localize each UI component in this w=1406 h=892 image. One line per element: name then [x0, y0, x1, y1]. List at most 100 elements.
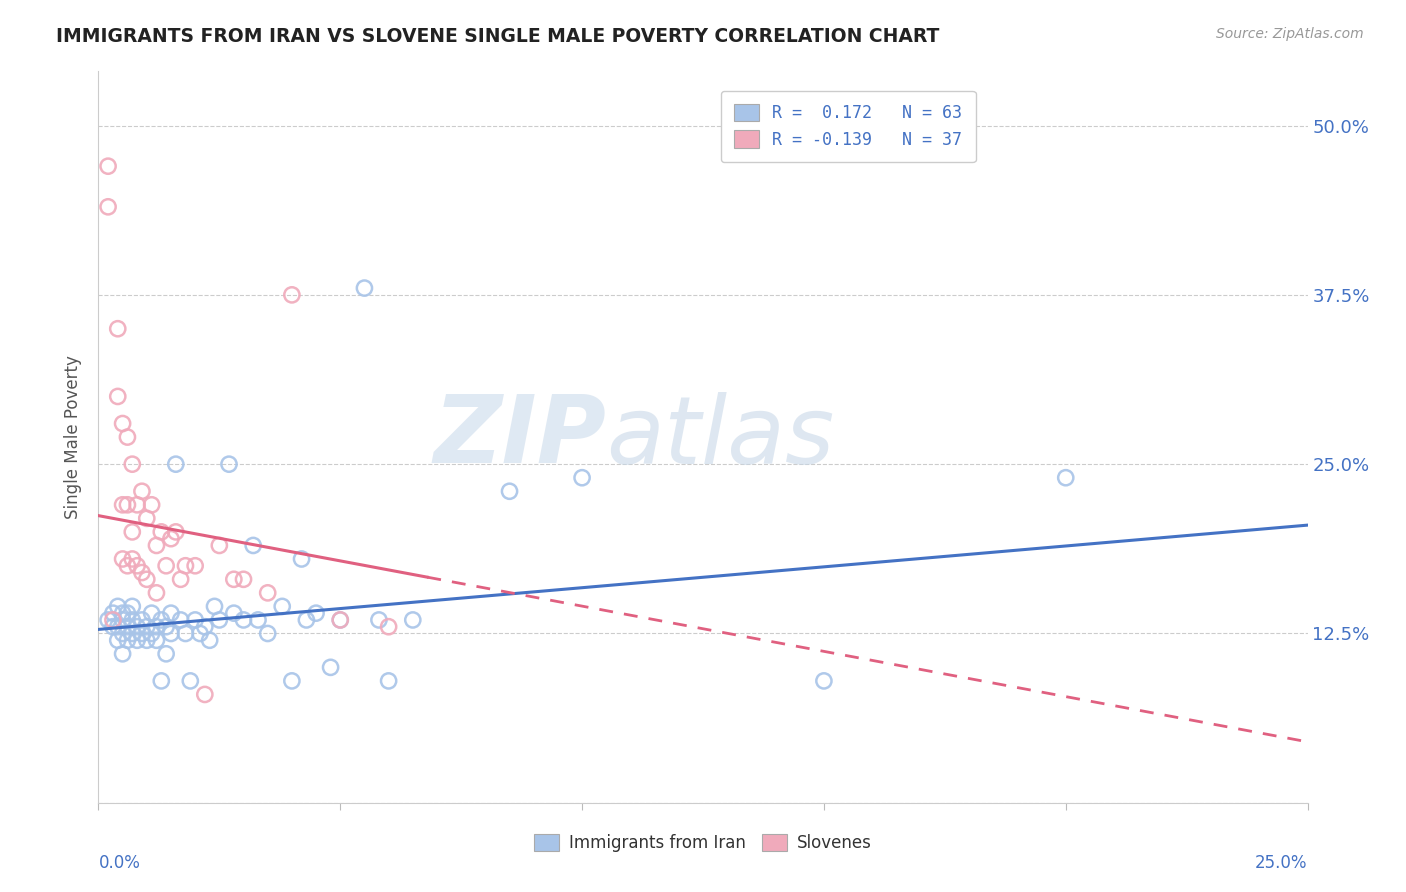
Point — [290, 552, 312, 566]
Point — [135, 511, 157, 525]
Point — [121, 524, 143, 539]
Point — [179, 673, 201, 688]
Point — [145, 620, 167, 634]
Point — [247, 613, 270, 627]
Point — [295, 613, 318, 627]
Point — [117, 430, 139, 444]
Point — [169, 572, 191, 586]
Point — [111, 626, 134, 640]
Point — [117, 633, 139, 648]
Point — [107, 389, 129, 403]
Text: IMMIGRANTS FROM IRAN VS SLOVENE SINGLE MALE POVERTY CORRELATION CHART: IMMIGRANTS FROM IRAN VS SLOVENE SINGLE M… — [56, 27, 939, 45]
Point — [121, 613, 143, 627]
Point — [127, 498, 149, 512]
Point — [232, 572, 254, 586]
Point — [169, 613, 191, 627]
Point — [135, 620, 157, 634]
Point — [271, 599, 294, 614]
Point — [319, 660, 342, 674]
Point — [222, 606, 245, 620]
Point — [256, 586, 278, 600]
Point — [121, 457, 143, 471]
Point — [111, 606, 134, 620]
Point — [281, 288, 304, 302]
Point — [121, 626, 143, 640]
Point — [155, 558, 177, 573]
Point — [204, 599, 226, 614]
Point — [135, 572, 157, 586]
Point — [141, 498, 163, 512]
Point — [184, 558, 207, 573]
Point — [117, 606, 139, 620]
Point — [101, 613, 124, 627]
Point — [141, 626, 163, 640]
Text: Source: ZipAtlas.com: Source: ZipAtlas.com — [1216, 27, 1364, 41]
Point — [160, 606, 183, 620]
Point — [127, 620, 149, 634]
Point — [135, 633, 157, 648]
Point — [117, 558, 139, 573]
Point — [813, 673, 835, 688]
Point — [145, 586, 167, 600]
Point — [150, 673, 173, 688]
Point — [174, 558, 197, 573]
Point — [111, 647, 134, 661]
Point — [131, 484, 153, 499]
Point — [127, 558, 149, 573]
Text: atlas: atlas — [606, 392, 835, 483]
Point — [1054, 471, 1077, 485]
Point — [145, 538, 167, 552]
Point — [117, 620, 139, 634]
Point — [256, 626, 278, 640]
Point — [111, 552, 134, 566]
Point — [141, 606, 163, 620]
Point — [101, 606, 124, 620]
Point — [368, 613, 391, 627]
Point — [97, 613, 120, 627]
Point — [194, 688, 217, 702]
Point — [117, 498, 139, 512]
Y-axis label: Single Male Poverty: Single Male Poverty — [65, 355, 83, 519]
Point — [155, 620, 177, 634]
Point — [242, 538, 264, 552]
Point — [208, 538, 231, 552]
Point — [111, 498, 134, 512]
Point — [131, 626, 153, 640]
Point — [222, 572, 245, 586]
Point — [127, 633, 149, 648]
Point — [198, 633, 221, 648]
Point — [174, 626, 197, 640]
Point — [150, 613, 173, 627]
Point — [160, 532, 183, 546]
Point — [232, 613, 254, 627]
Point — [101, 620, 124, 634]
Point — [155, 647, 177, 661]
Point — [218, 457, 240, 471]
Point — [131, 613, 153, 627]
Point — [402, 613, 425, 627]
Legend: Immigrants from Iran, Slovenes: Immigrants from Iran, Slovenes — [526, 825, 880, 860]
Point — [107, 322, 129, 336]
Point — [353, 281, 375, 295]
Point — [107, 599, 129, 614]
Point — [97, 159, 120, 173]
Point — [107, 633, 129, 648]
Point — [194, 620, 217, 634]
Point — [305, 606, 328, 620]
Point — [97, 200, 120, 214]
Point — [208, 613, 231, 627]
Point — [377, 673, 399, 688]
Point — [121, 599, 143, 614]
Point — [160, 626, 183, 640]
Point — [107, 620, 129, 634]
Point — [329, 613, 352, 627]
Point — [188, 626, 211, 640]
Point — [184, 613, 207, 627]
Point — [131, 566, 153, 580]
Point — [145, 633, 167, 648]
Point — [329, 613, 352, 627]
Point — [150, 524, 173, 539]
Point — [111, 613, 134, 627]
Point — [121, 552, 143, 566]
Point — [165, 524, 187, 539]
